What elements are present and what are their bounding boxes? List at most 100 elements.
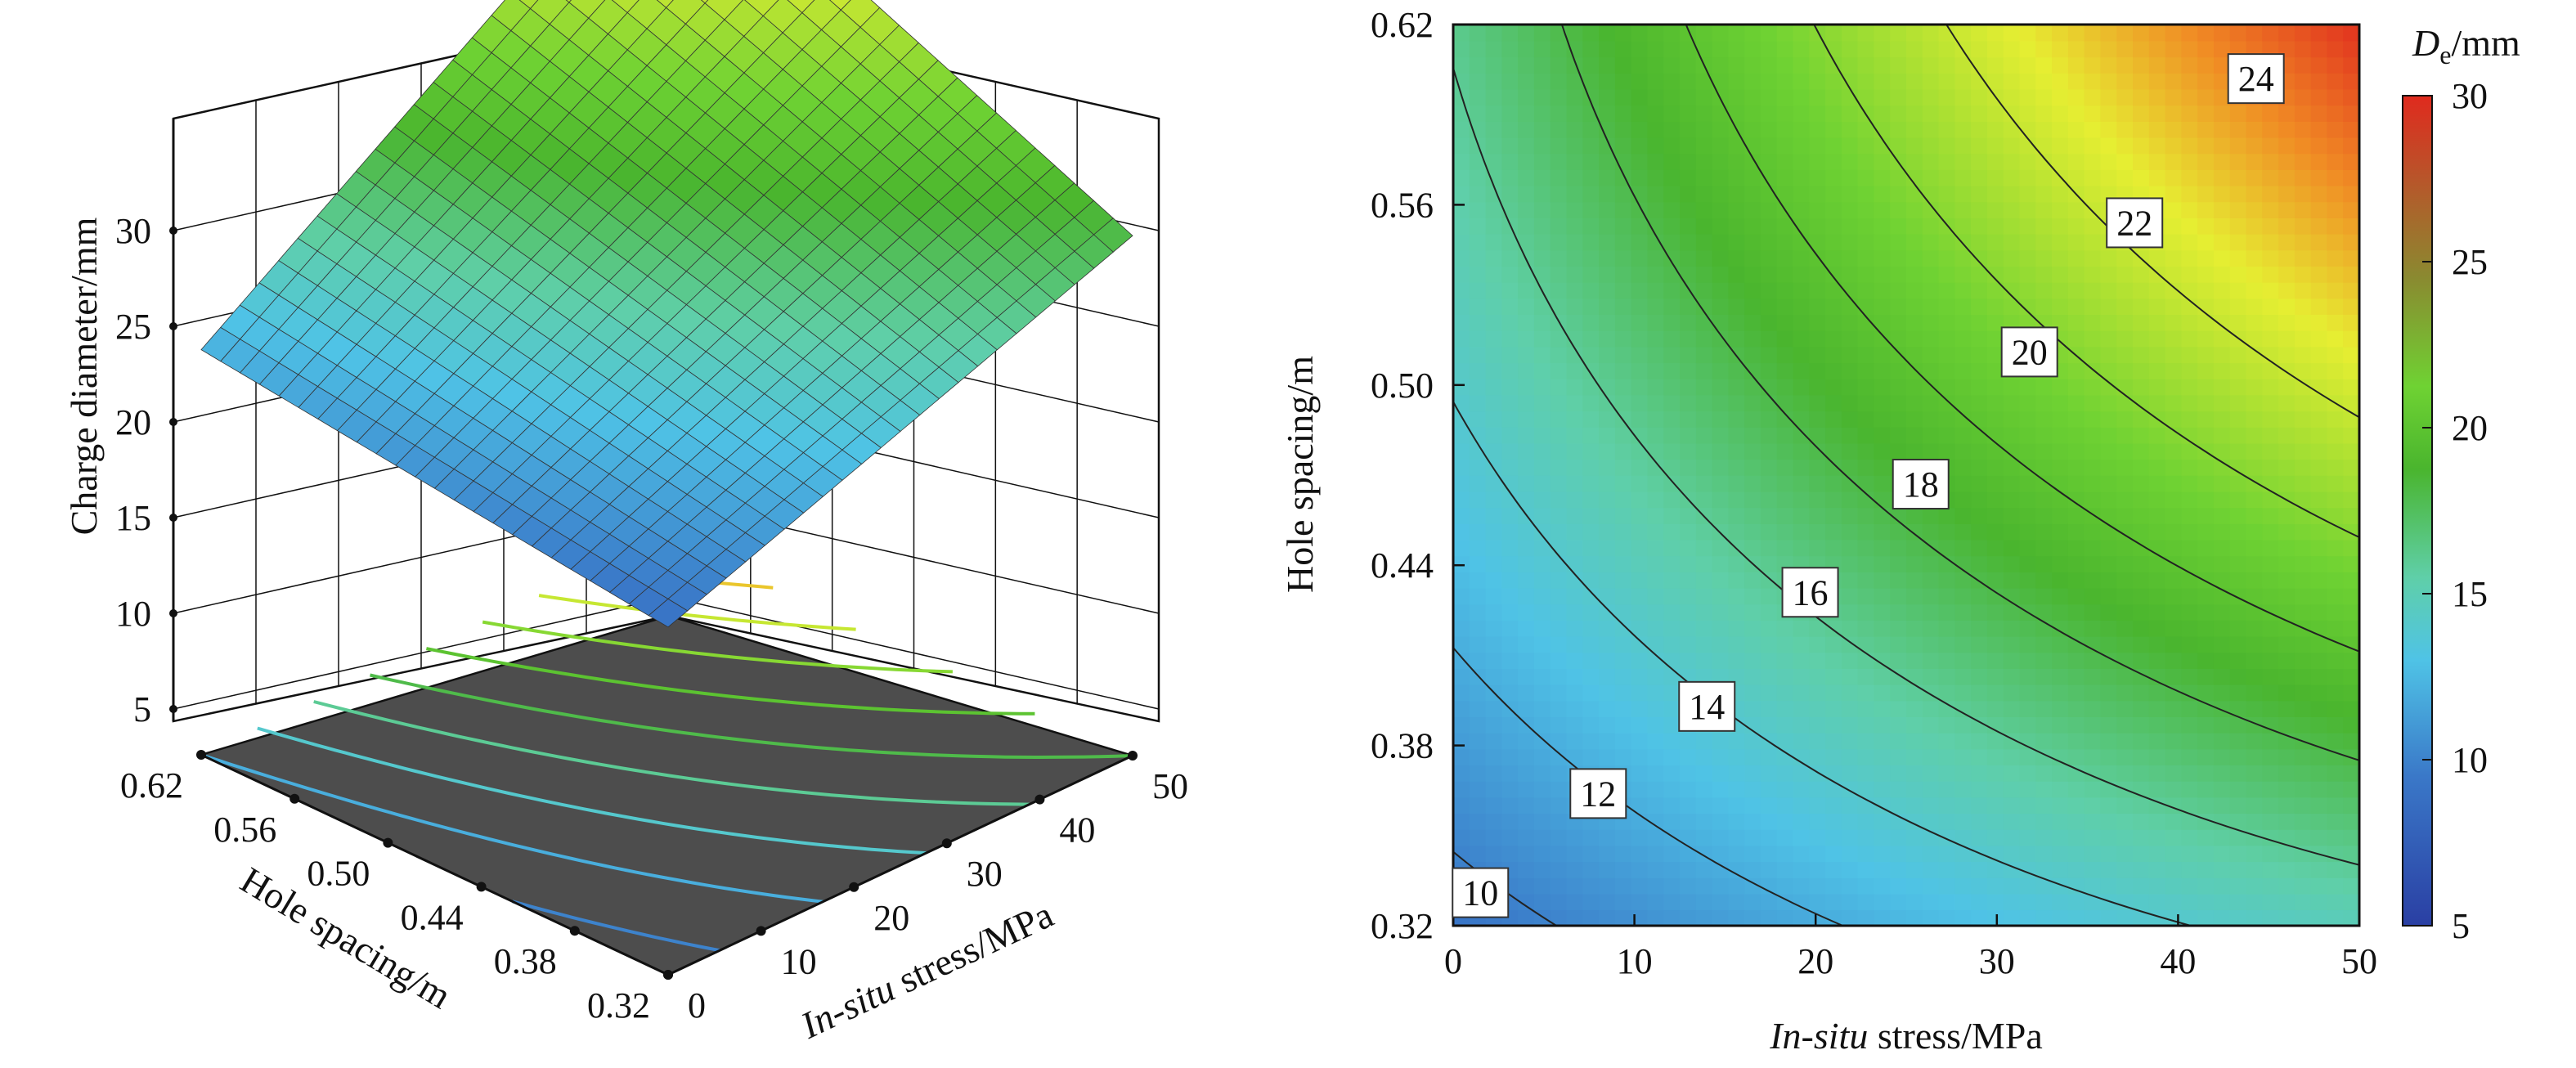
contour-cell xyxy=(1647,218,1664,235)
contour-cell xyxy=(1857,314,1875,331)
contour-cell xyxy=(1566,298,1584,315)
contour-cell xyxy=(1582,153,1600,170)
contour-cell xyxy=(1614,233,1632,251)
contour-cell xyxy=(2019,266,2037,283)
contour-cell xyxy=(1680,249,1697,267)
contour-cell xyxy=(1663,861,1681,878)
contour-cell xyxy=(1971,813,1988,830)
contour-cell xyxy=(1938,523,1956,541)
contour-cell xyxy=(1582,668,1600,685)
contour-cell xyxy=(1906,201,1923,218)
contour-cell xyxy=(1874,555,1891,572)
contour-cell xyxy=(2084,73,2102,90)
x-tick-label-3d: 40 xyxy=(1059,810,1095,850)
contour-cell xyxy=(1485,716,1503,734)
contour-cell xyxy=(2213,40,2231,58)
contour-cell xyxy=(1501,362,1519,379)
contour-cell xyxy=(1938,233,1956,251)
contour-cell xyxy=(1663,25,1681,42)
contour-cell xyxy=(2213,88,2231,106)
contour-cell xyxy=(1501,523,1519,541)
contour-cell xyxy=(1647,73,1664,90)
contour-cell xyxy=(1744,635,1761,653)
contour-cell xyxy=(1825,732,1842,750)
contour-cell xyxy=(1971,748,1988,765)
contour-cell xyxy=(1728,40,1745,58)
contour-cell xyxy=(1954,411,1972,428)
contour-cell xyxy=(1695,153,1713,170)
contour-cell xyxy=(1614,861,1632,878)
contour-cell xyxy=(2003,716,2021,734)
contour-cell xyxy=(1631,314,1649,331)
contour-cell xyxy=(1744,828,1761,846)
contour-cell xyxy=(1890,218,1907,235)
contour-cell xyxy=(1906,828,1923,846)
contour-cell xyxy=(2100,716,2117,734)
contour-cell xyxy=(1728,88,1745,106)
contour-cell xyxy=(1485,346,1503,364)
contour-cell xyxy=(2278,700,2296,717)
contour-cell xyxy=(1695,362,1713,379)
contour-cell xyxy=(1695,828,1713,846)
contour-line xyxy=(1453,646,1843,926)
contour-x-label-italic: In-situ xyxy=(1769,1015,1868,1057)
contour-cell xyxy=(1793,185,1811,203)
floor-contour-line xyxy=(370,673,1133,760)
contour-cell xyxy=(1857,137,1875,155)
contour-cell xyxy=(2343,780,2359,798)
contour-cell xyxy=(2197,668,2215,685)
contour-cell xyxy=(1906,73,1923,90)
contour-cell xyxy=(1825,185,1842,203)
contour-cell xyxy=(1469,298,1487,315)
y-tick-dot-3d xyxy=(476,882,487,892)
contour-cell xyxy=(2052,56,2069,74)
contour-cell xyxy=(2262,394,2279,412)
contour-cell xyxy=(1906,845,1923,863)
floor-contour-line xyxy=(538,594,856,631)
contour-cell xyxy=(1680,427,1697,444)
contour-cell xyxy=(1744,105,1761,122)
contour-cell xyxy=(1728,281,1745,299)
contour-cell xyxy=(2100,88,2117,106)
contour-cell xyxy=(1501,281,1519,299)
contour-cell xyxy=(2165,442,2183,460)
contour-cell xyxy=(1922,185,1940,203)
contour-cell xyxy=(2165,281,2183,299)
contour-cell xyxy=(2294,233,2312,251)
contour-cell xyxy=(1599,201,1616,218)
contour-cell xyxy=(2294,877,2312,895)
contour-cell xyxy=(2327,281,2344,299)
contour-cell xyxy=(1954,362,1972,379)
contour-cell xyxy=(2116,507,2134,524)
contour-cell xyxy=(2133,539,2150,557)
contour-label: 14 xyxy=(1678,680,1736,732)
contour-cell xyxy=(2052,587,2069,605)
contour-cell xyxy=(1582,845,1600,863)
contour-cell xyxy=(2133,475,2150,492)
contour-cell xyxy=(1809,732,1826,750)
contour-cell xyxy=(2052,427,2069,444)
contour-cell xyxy=(2327,218,2344,235)
contour-cell xyxy=(1631,362,1649,379)
contour-cell xyxy=(2052,281,2069,299)
contour-cell xyxy=(1809,780,1826,798)
contour-cell xyxy=(2310,748,2328,765)
contour-cell xyxy=(2067,909,2085,926)
contour-cell xyxy=(1566,732,1584,750)
contour-cell xyxy=(2229,635,2247,653)
contour-cell xyxy=(2310,73,2328,90)
contour-cell xyxy=(1631,700,1649,717)
contour-cell xyxy=(1744,362,1761,379)
contour-cell xyxy=(1453,797,1470,814)
contour-cell xyxy=(2213,604,2231,621)
contour-cell xyxy=(1550,362,1568,379)
contour-cell xyxy=(1744,475,1761,492)
contour-cell xyxy=(1614,137,1632,155)
contour-cell xyxy=(2133,427,2150,444)
contour-cell xyxy=(1971,218,1988,235)
surface-cell xyxy=(565,0,572,3)
contour-cell xyxy=(2294,539,2312,557)
contour-cell xyxy=(1906,909,1923,926)
contour-cell xyxy=(1518,475,1535,492)
contour-cell xyxy=(1922,716,1940,734)
